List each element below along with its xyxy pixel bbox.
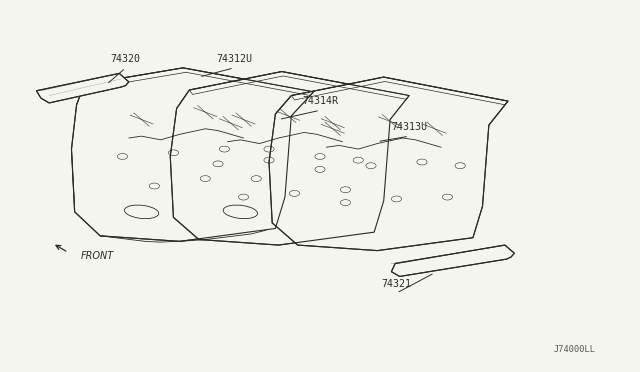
Text: 74313U: 74313U	[391, 122, 428, 132]
Polygon shape	[269, 77, 508, 251]
Text: 74320: 74320	[111, 54, 141, 64]
Polygon shape	[170, 71, 409, 245]
Text: FRONT: FRONT	[81, 251, 115, 261]
Text: 74321: 74321	[381, 279, 412, 289]
Polygon shape	[36, 73, 129, 103]
Polygon shape	[72, 68, 314, 241]
Text: J74000LL: J74000LL	[554, 345, 596, 354]
Text: 74312U: 74312U	[216, 54, 252, 64]
Text: 74314R: 74314R	[302, 96, 338, 106]
Polygon shape	[392, 245, 515, 276]
